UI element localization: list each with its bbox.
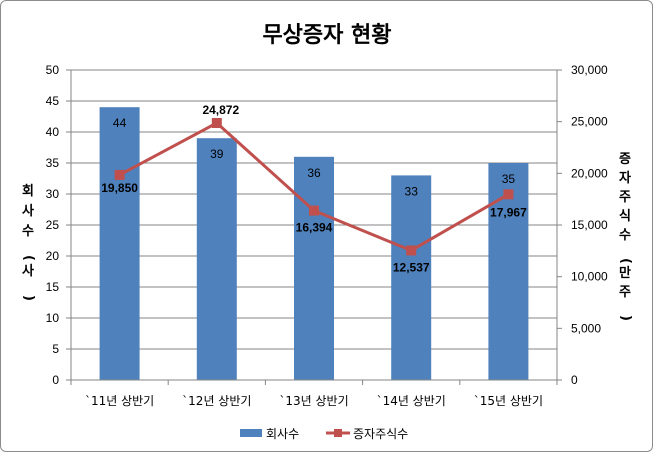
x-tick-label: `14년 상반기 bbox=[377, 394, 446, 408]
line-point bbox=[309, 205, 319, 216]
line-point bbox=[406, 245, 417, 256]
y-right-tick-label: 30,000 bbox=[571, 63, 608, 77]
y-left-tick-label: 25 bbox=[46, 218, 60, 232]
x-tick-label: `13년 상반기 bbox=[279, 394, 348, 408]
y-right-tick-label: 25,000 bbox=[571, 115, 608, 129]
y-left-tick-label: 35 bbox=[46, 156, 60, 170]
y-right-tick-label: 15,000 bbox=[571, 218, 608, 232]
legend-line-label: 증자주식수 bbox=[353, 427, 408, 441]
y-left-tick-label: 50 bbox=[46, 63, 60, 77]
y-right-axis-title: 증 자 주 식 수(만 주) bbox=[618, 152, 633, 321]
bar bbox=[294, 156, 334, 380]
y-right-tick-label: 5,000 bbox=[571, 321, 601, 335]
line-data-label: 24,872 bbox=[202, 103, 239, 117]
y-left-tick-label: 20 bbox=[46, 249, 60, 263]
bar-data-label: 39 bbox=[210, 147, 224, 161]
y-right-tick-label: 0 bbox=[571, 373, 578, 387]
line-data-label: 12,537 bbox=[393, 260, 430, 274]
legend-bar-swatch bbox=[240, 429, 262, 437]
legend-line-marker bbox=[334, 429, 342, 437]
bar-data-label: 33 bbox=[405, 184, 419, 198]
bar-data-label: 36 bbox=[307, 166, 321, 180]
line-data-label: 16,394 bbox=[296, 221, 333, 235]
y-left-tick-label: 15 bbox=[46, 280, 60, 294]
bar-series: 44 39 36 33 35 bbox=[99, 107, 529, 380]
line-point bbox=[114, 169, 125, 180]
bar bbox=[391, 175, 432, 380]
line-point bbox=[503, 189, 514, 200]
x-tick-label: `11년 상반기 bbox=[85, 394, 154, 408]
y-left-tick-label: 30 bbox=[46, 187, 60, 201]
y-right-tick-label: 10,000 bbox=[571, 270, 608, 284]
line-point bbox=[211, 117, 222, 128]
chart-title: 무상증자 현황 bbox=[262, 23, 391, 48]
legend: 회사수 증자주식수 bbox=[240, 427, 408, 441]
y-left-tick-label: 0 bbox=[52, 373, 59, 387]
y-left-tick-label: 10 bbox=[46, 311, 60, 325]
y-left-tick-label: 40 bbox=[46, 125, 60, 139]
y-left-tick-label: 5 bbox=[52, 342, 59, 356]
line-data-label: 17,967 bbox=[490, 205, 527, 219]
bar-data-label: 44 bbox=[113, 116, 127, 130]
y-left-tick-label: 45 bbox=[46, 94, 60, 108]
bar-data-label: 35 bbox=[502, 172, 516, 186]
bar bbox=[196, 138, 237, 380]
axes: 0 5 10 15 20 25 30 35 40 45 50 0 5,000 10,000 15,000 20… bbox=[46, 63, 608, 408]
line-series: 19,850 24,872 16,394 12,537 17,967 bbox=[101, 103, 527, 274]
y-right-tick-label: 20,000 bbox=[571, 166, 608, 180]
x-tick-label: `12년 상반기 bbox=[182, 394, 251, 408]
x-tick-label: `15년 상반기 bbox=[474, 394, 543, 408]
y-left-axis-title: 회 사 수(사) bbox=[21, 183, 36, 301]
line-data-label: 19,850 bbox=[101, 181, 138, 195]
bar bbox=[99, 107, 140, 380]
legend-bar-label: 회사수 bbox=[266, 427, 299, 441]
